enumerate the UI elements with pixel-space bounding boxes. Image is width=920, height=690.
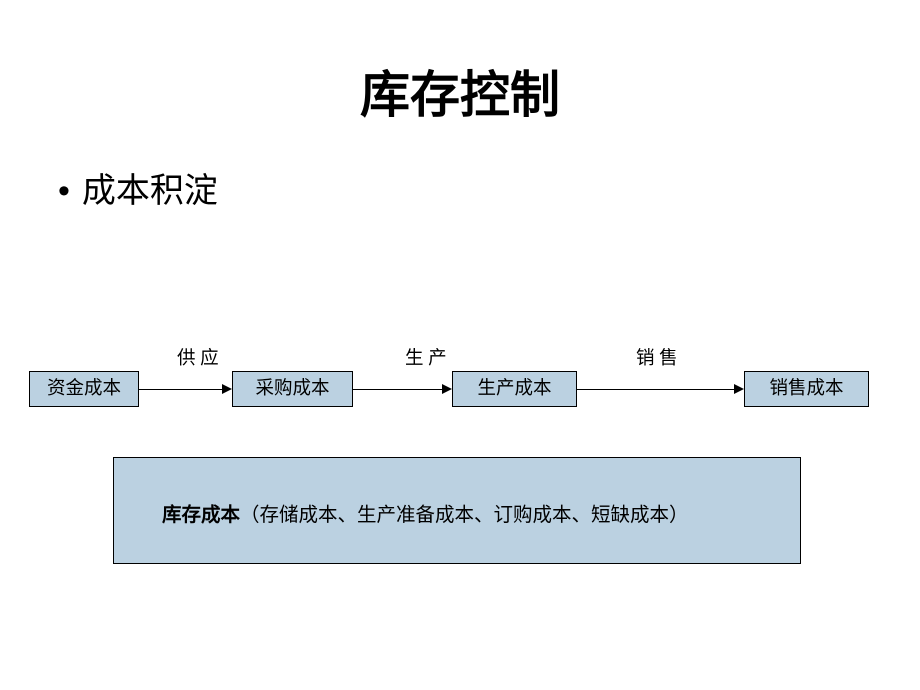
flow-node: 采购成本 <box>232 371 353 407</box>
summary-bold: 库存成本 <box>162 505 240 526</box>
flow-node: 销售成本 <box>744 371 869 407</box>
bullet-text: 成本积淀 <box>82 173 218 210</box>
flow-node: 资金成本 <box>29 371 139 407</box>
slide: 库存控制 • 成本积淀 资金成本 采购成本 生产成本 销售成本 供 应 生 产 销 售 库存成… <box>0 0 920 690</box>
arrow-head-icon <box>222 384 232 394</box>
bullet-dot-icon: • <box>58 172 70 210</box>
summary-box: 库存成本（存储成本、生产准备成本、订购成本、短缺成本） <box>113 457 801 564</box>
flow-node: 生产成本 <box>452 371 577 407</box>
bullet-line: • 成本积淀 <box>58 163 218 212</box>
arrow-label: 生 产 <box>405 344 447 370</box>
summary-rest: （存储成本、生产准备成本、订购成本、短缺成本） <box>240 505 689 526</box>
slide-title: 库存控制 <box>0 55 920 127</box>
arrow-line <box>353 389 442 390</box>
arrow-head-icon <box>442 384 452 394</box>
arrow-label: 供 应 <box>177 344 219 370</box>
arrow-line <box>577 389 734 390</box>
arrow-head-icon <box>734 384 744 394</box>
arrow-label: 销 售 <box>636 344 678 370</box>
arrow-line <box>139 389 222 390</box>
